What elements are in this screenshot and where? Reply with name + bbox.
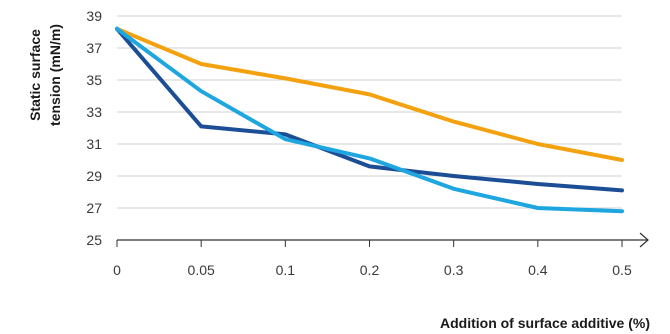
x-tick-label: 0.1	[276, 262, 296, 278]
x-tick-label: 0.4	[528, 262, 548, 278]
y-tick-label: 33	[86, 104, 102, 120]
series-line-3	[115, 26, 624, 214]
x-tick-label: 0.2	[360, 262, 380, 278]
grid-lines	[117, 15, 622, 209]
series-line-2	[115, 26, 624, 193]
y-tick-label: 37	[86, 40, 102, 56]
x-axis: 0 0.05 0.1 0.2 0.3 0.4 0.5	[113, 232, 649, 278]
y-tick-label: 27	[86, 200, 102, 216]
series-lines	[115, 26, 624, 214]
x-tick-label: 0	[113, 262, 121, 278]
y-axis-title-line-2: tension (mN/m)	[47, 24, 63, 126]
y-tick-label: 31	[86, 136, 102, 152]
series-line-1	[115, 26, 624, 162]
y-tick-label: 35	[86, 72, 102, 88]
x-tick-label: 0.05	[188, 262, 215, 278]
y-tick-label: 39	[86, 8, 102, 24]
y-tick-label: 29	[86, 168, 102, 184]
y-tick-label: 25	[86, 232, 102, 248]
x-axis-title: Addition of surface additive (%)	[440, 315, 650, 331]
x-axis-arrow	[639, 232, 649, 248]
x-tick-label: 0.5	[612, 262, 632, 278]
x-tick-label: 0.3	[444, 262, 464, 278]
y-axis-ticks: 25 27 29 31 33 35 37 39	[86, 8, 102, 248]
y-axis-title-line-1: Static surface	[27, 29, 43, 121]
